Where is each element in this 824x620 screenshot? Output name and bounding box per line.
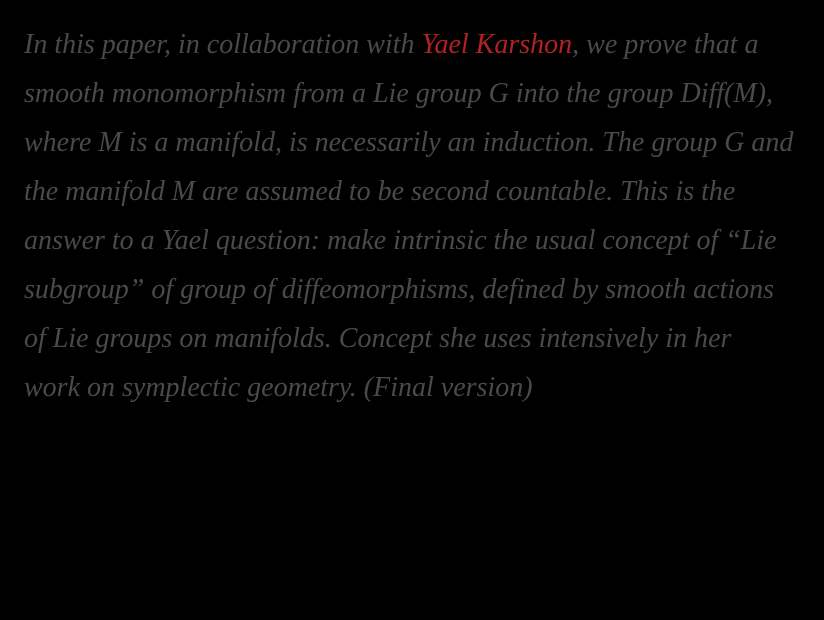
abstract-text-part2: , we prove that a smooth monomorphism fr… bbox=[24, 29, 793, 403]
abstract-text-part1: In this paper, in collaboration with bbox=[24, 29, 421, 60]
abstract-paragraph: In this paper, in collaboration with Yae… bbox=[0, 0, 824, 432]
author-name-highlight: Yael Karshon bbox=[421, 29, 572, 60]
